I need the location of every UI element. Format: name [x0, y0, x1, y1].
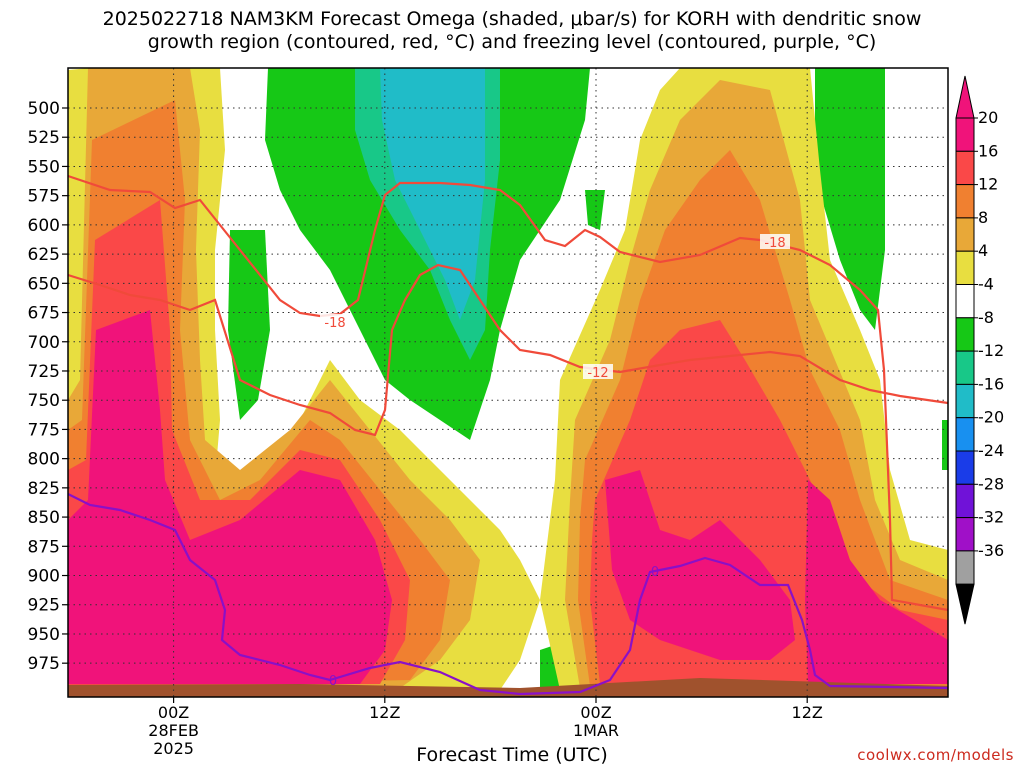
y-tick-label: 950	[28, 625, 60, 645]
colorbar-segment	[955, 117, 975, 152]
x-tick-label: 28FEB	[148, 721, 199, 740]
plot-frame	[67, 67, 949, 698]
colorbar-label: 16	[978, 141, 998, 160]
omega-shading	[68, 68, 948, 697]
colorbar-label: -24	[978, 441, 1004, 460]
x-tick-label: 2025	[153, 739, 194, 758]
y-tick-label: 900	[28, 567, 60, 587]
y-tick-label: 725	[28, 362, 60, 382]
colorbar-segment	[955, 483, 975, 519]
colorbar-segment	[955, 317, 975, 352]
y-tick-label: 800	[28, 450, 60, 470]
x-tick-label: 12Z	[792, 703, 823, 722]
colorbar-label: -36	[978, 541, 1004, 560]
credit-text: coolwx.com/models	[857, 746, 1014, 764]
x-axis-title: Forecast Time (UTC)	[416, 744, 608, 766]
y-tick-label: 575	[28, 187, 60, 207]
colorbar-segment	[955, 417, 975, 452]
colorbar-segment	[955, 217, 975, 252]
omega-positive-region	[68, 310, 392, 684]
y-tick-label: 500	[28, 99, 60, 119]
y-tick-label: 625	[28, 245, 60, 265]
contour-lines: -18 -18 -12 0 0	[68, 174, 948, 696]
colorbar-bottom-arrow	[955, 583, 975, 625]
colorbar-segment	[955, 517, 975, 552]
colorbar-label: -8	[978, 308, 994, 327]
y-tick-label: 925	[28, 596, 60, 616]
y-tick-label: 850	[28, 508, 60, 528]
x-tick-label: 00Z	[580, 703, 611, 722]
contour-minus-18	[68, 174, 948, 612]
colorbar-label: 20	[978, 108, 998, 127]
colorbar-top-arrow	[955, 75, 975, 119]
contour-zero	[68, 493, 948, 696]
y-tick-label: 875	[28, 537, 60, 557]
colorbar-segment	[955, 184, 975, 219]
x-tick-label: 1MAR	[573, 721, 619, 740]
colorbar-label: -12	[978, 341, 1004, 360]
contour-minus-12	[68, 263, 948, 437]
x-tick-label: 00Z	[158, 703, 189, 722]
y-tick-label: 975	[28, 654, 60, 674]
colorbar-label: -16	[978, 374, 1004, 393]
y-tick-label: 675	[28, 304, 60, 324]
chart-title-line2: growth region (contoured, red, °C) and f…	[147, 31, 877, 53]
x-tick-label: 12Z	[369, 703, 400, 722]
colorbar-segment	[955, 383, 975, 419]
colorbar-label: 12	[978, 175, 998, 194]
contour-label: 0	[651, 565, 659, 580]
colorbar-segment	[955, 550, 975, 585]
contour-label: -12	[587, 366, 608, 381]
y-tick-label: 550	[28, 157, 60, 177]
colorbar: 20 16 12 8 4 -4 -8 -12 -16 -20 -24 -28 -32 -36	[955, 75, 1004, 625]
y-tick-label: 700	[28, 333, 60, 353]
colorbar-label: -32	[978, 508, 1004, 527]
contour-label: 0	[329, 674, 337, 689]
y-tick-label: 600	[28, 216, 60, 236]
y-tick-label: 650	[28, 274, 60, 294]
omega-negative-region	[585, 190, 605, 230]
omega-positive-region	[805, 480, 948, 684]
chart-title-line1: 2025022718 NAM3KM Forecast Omega (shaded…	[102, 8, 922, 30]
contour-label: -18	[324, 316, 345, 331]
omega-negative-region	[942, 420, 948, 470]
colorbar-segment	[955, 350, 975, 385]
colorbar-label: -28	[978, 474, 1004, 493]
colorbar-label: -20	[978, 408, 1004, 427]
omega-negative-region	[380, 68, 485, 320]
omega-negative-region	[815, 68, 885, 330]
colorbar-label: 8	[978, 208, 988, 227]
omega-positive-region	[605, 470, 795, 660]
colorbar-label: -4	[978, 275, 994, 294]
colorbar-segment	[955, 450, 975, 485]
colorbar-segment	[955, 284, 975, 319]
colorbar-segment	[955, 150, 975, 186]
colorbar-label: 4	[978, 241, 988, 260]
y-axis: 500 525 550 575 600 625 650 675 700 725 750 775 800 8…	[28, 99, 68, 674]
contour-label: -18	[764, 236, 785, 251]
y-tick-label: 750	[28, 391, 60, 411]
terrain	[68, 678, 948, 697]
colorbar-segment	[955, 250, 975, 285]
y-tick-label: 825	[28, 479, 60, 499]
y-tick-label: 775	[28, 420, 60, 440]
y-tick-label: 525	[28, 128, 60, 148]
